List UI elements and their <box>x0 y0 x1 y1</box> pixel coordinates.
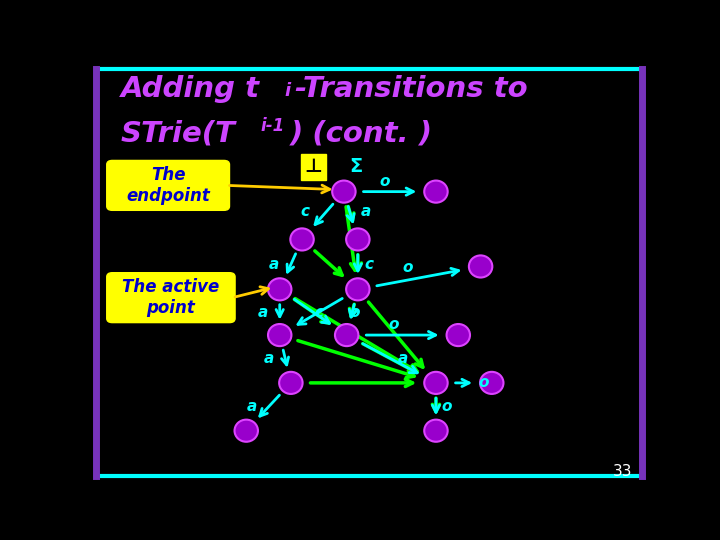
Text: a: a <box>361 204 371 219</box>
Text: o: o <box>478 375 489 390</box>
Text: c: c <box>364 257 374 272</box>
Text: a: a <box>247 399 257 414</box>
Ellipse shape <box>424 420 448 442</box>
Text: c: c <box>315 305 323 320</box>
FancyBboxPatch shape <box>107 160 230 210</box>
Ellipse shape <box>332 180 356 202</box>
Text: a: a <box>397 352 408 367</box>
Text: o: o <box>379 174 390 188</box>
Text: The
endpoint: The endpoint <box>126 166 210 205</box>
Ellipse shape <box>235 420 258 442</box>
Text: STrie(T: STrie(T <box>121 120 235 147</box>
Text: o: o <box>442 399 452 414</box>
FancyBboxPatch shape <box>107 273 235 322</box>
Text: Adding t: Adding t <box>121 75 260 103</box>
Text: o: o <box>402 260 413 275</box>
Text: 33: 33 <box>613 464 633 479</box>
Ellipse shape <box>346 228 369 251</box>
Ellipse shape <box>424 372 448 394</box>
Ellipse shape <box>335 324 359 346</box>
Text: ) (cont. ): ) (cont. ) <box>289 120 433 147</box>
Text: Σ: Σ <box>349 157 363 176</box>
Ellipse shape <box>268 278 292 300</box>
Ellipse shape <box>424 180 448 202</box>
Text: a: a <box>258 305 268 320</box>
Text: The active
point: The active point <box>122 278 220 317</box>
Text: o: o <box>389 317 400 332</box>
Text: -Transitions to: -Transitions to <box>295 75 528 103</box>
Text: ⊥: ⊥ <box>305 157 322 176</box>
Text: i: i <box>284 82 290 100</box>
Ellipse shape <box>290 228 314 251</box>
Ellipse shape <box>268 324 292 346</box>
Ellipse shape <box>346 278 369 300</box>
Ellipse shape <box>279 372 302 394</box>
Text: c: c <box>300 204 309 219</box>
Text: o: o <box>350 305 360 320</box>
Text: i-1: i-1 <box>260 117 284 135</box>
Ellipse shape <box>446 324 470 346</box>
Text: a: a <box>269 257 279 272</box>
Text: a: a <box>264 352 274 367</box>
Ellipse shape <box>480 372 503 394</box>
Ellipse shape <box>469 255 492 278</box>
